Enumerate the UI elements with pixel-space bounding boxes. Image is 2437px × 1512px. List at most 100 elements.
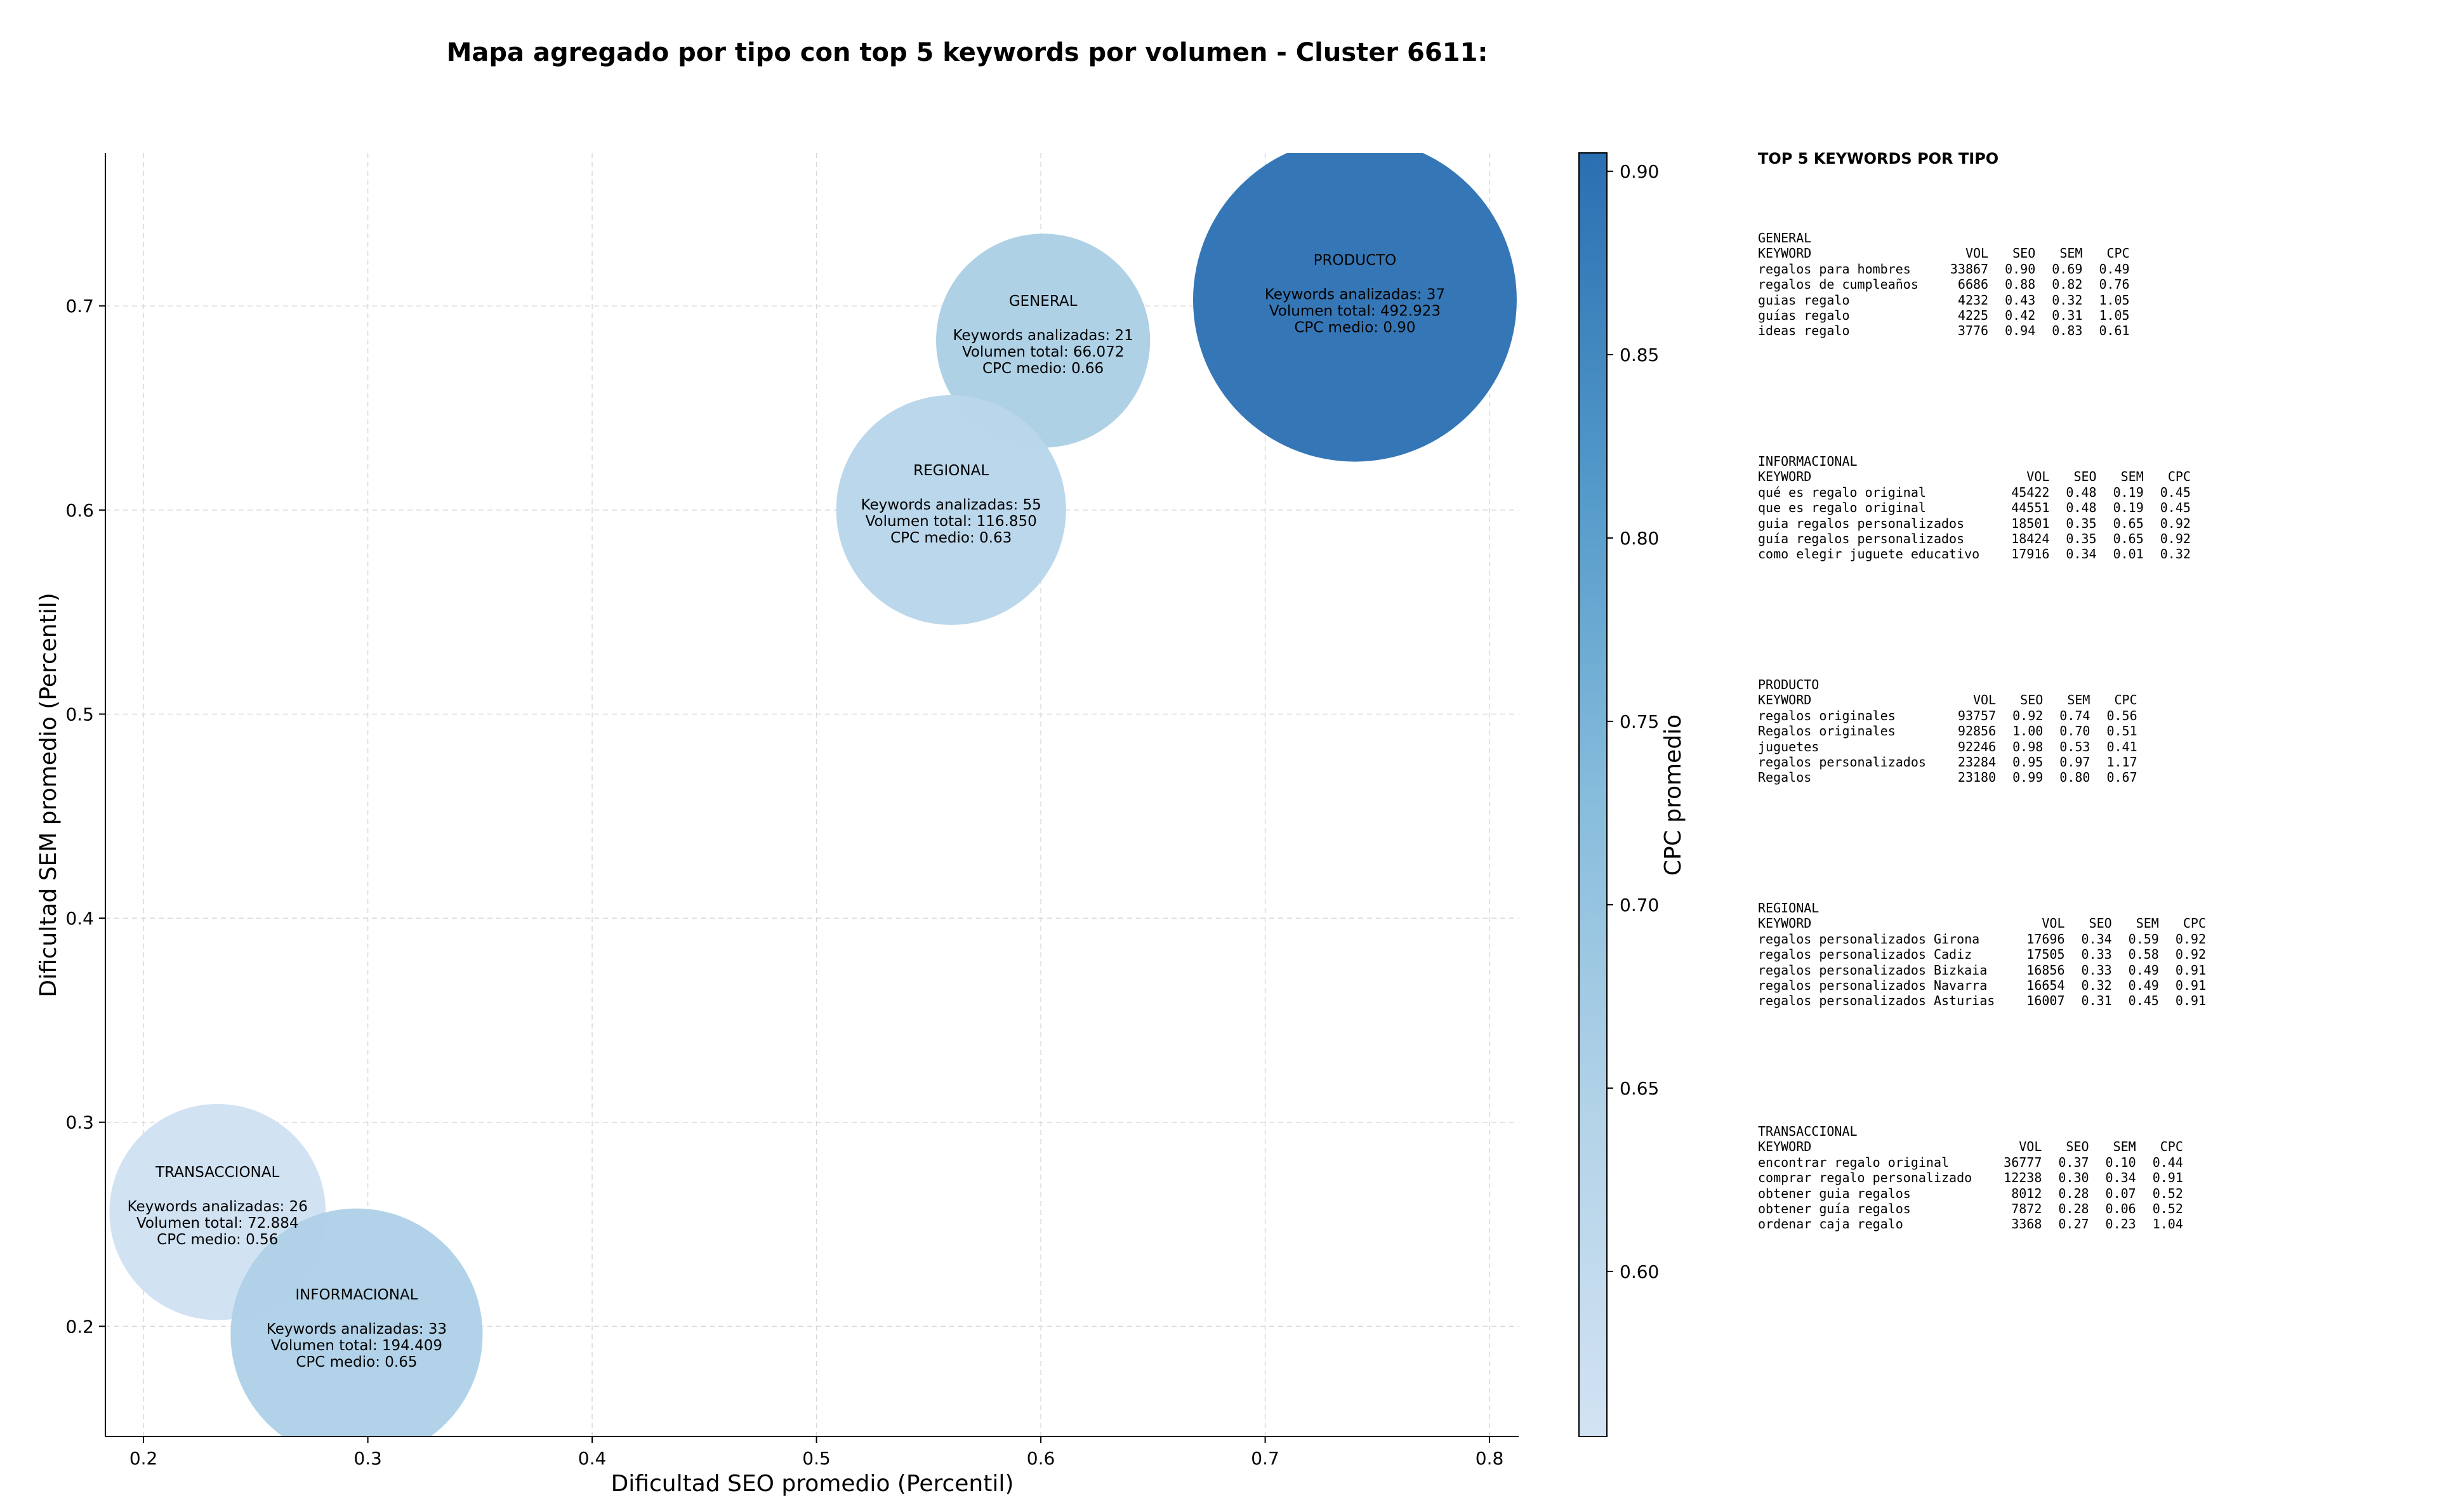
colorbar-tick-label: 0.65 (1620, 1078, 1659, 1099)
table-cell: 23284 (1957, 754, 1997, 770)
table-cell: 0.10 (2105, 1154, 2136, 1170)
table-cell: qué es regalo original (1758, 484, 1926, 500)
table-cell: 0.30 (2058, 1170, 2089, 1186)
table-cell: 0.07 (2105, 1185, 2136, 1201)
table-cell: 0.42 (2005, 308, 2036, 324)
table-cell: 92856 (1957, 723, 1997, 739)
table-cell: 0.48 (2066, 500, 2097, 516)
column-header: VOL (2042, 916, 2065, 931)
bubble-label-producto-line1: Keywords analizadas: 37 (1265, 287, 1445, 303)
table-cell: 0.59 (2128, 931, 2159, 947)
table-cell: 0.37 (2058, 1154, 2089, 1170)
column-header: KEYWORD (1758, 916, 1812, 931)
x-tick-label: 0.2 (129, 1448, 158, 1469)
table-cell: 0.52 (2152, 1185, 2183, 1201)
y-tick-label: 0.6 (65, 500, 94, 521)
colorbar-ticks: 0.60 0.65 0.70 0.75 0.80 0.85 0.90 (1607, 161, 1659, 1282)
table-cell: regalos personalizados Asturias (1758, 993, 1995, 1009)
keyword-group-regional: REGIONAL KEYWORD VOL SEO SEM CPC regalos perso… (1758, 900, 2206, 1009)
table-cell: 0.67 (2106, 770, 2137, 786)
table-cell: 0.92 (2175, 931, 2207, 947)
table-cell: 0.70 (2059, 723, 2090, 739)
colorbar-tick-label: 0.75 (1620, 711, 1659, 732)
table-cell: 0.61 (2099, 323, 2130, 339)
table-cell: 0.91 (2175, 962, 2207, 978)
bubble-label-general-line2: Volumen total: 66.072 (962, 344, 1125, 360)
bubble-label-transaccional-line1: Keywords analizadas: 26 (128, 1199, 308, 1215)
x-tick-label: 0.7 (1251, 1448, 1279, 1469)
table-cell: 0.32 (2052, 292, 2083, 308)
table-cell: 36777 (2004, 1154, 2042, 1170)
keyword-group-type: PRODUCTO (1758, 677, 1819, 692)
table-cell: 1.05 (2099, 292, 2130, 308)
x-tick-label: 0.5 (802, 1448, 831, 1469)
column-header: CPC (2167, 469, 2191, 485)
column-header: SEM (2059, 246, 2083, 261)
y-tick-label: 0.2 (65, 1316, 94, 1337)
bubble-label-general-name: GENERAL (1009, 293, 1078, 310)
table-cell: Regalos (1758, 770, 1812, 786)
keyword-table: KEYWORD VOL SEO SEM CPC qué es regalo origina… (1758, 469, 2191, 562)
table-cell: 0.34 (2105, 1170, 2136, 1186)
bubble-label-informacional-name: INFORMACIONAL (295, 1287, 418, 1303)
table-cell: 0.65 (2113, 531, 2144, 547)
bubble-label-regional-line2: Volumen total: 116.850 (866, 513, 1037, 530)
bubble-label-general-line1: Keywords analizadas: 21 (953, 327, 1133, 344)
bubble-label-transaccional-name: TRANSACCIONAL (155, 1164, 279, 1181)
column-header: SEO (2012, 246, 2036, 261)
ticks: 0.2 0.3 0.4 0.5 0.6 0.7 0.8 0.2 0.3 0.4 0.5 0.6 0.7 (65, 296, 1503, 1469)
table-cell: guia regalos personalizados (1758, 515, 1965, 531)
table-row: regalos originales 93757 0.92 0.74 0.56 (1758, 708, 2137, 723)
table-row: guías regalo 4225 0.42 0.31 1.05 (1758, 308, 2130, 323)
table-cell: obtener guia regalos (1758, 1185, 1911, 1201)
table-cell: regalos personalizados (1758, 754, 1926, 770)
table-row: ideas regalo 3776 0.94 0.83 0.61 (1758, 323, 2130, 338)
table-row: regalos personalizados Bizkaia 16856 0.33 0… (1758, 963, 2206, 978)
table-cell: 0.32 (2081, 978, 2112, 994)
keywords-panel: TOP 5 KEYWORDS POR TIPO GENERAL KEYWORD VO… (1758, 151, 2418, 1293)
table-cell: 0.31 (2052, 308, 2083, 324)
colorbar-tick-label: 0.85 (1620, 345, 1659, 365)
table-row: encontrar regalo original 36777 0.37 0.10 0.… (1758, 1155, 2183, 1170)
y-tick-label: 0.3 (65, 1112, 94, 1133)
column-header: KEYWORD (1758, 1139, 1812, 1155)
table-cell: 0.41 (2106, 739, 2137, 754)
table-row: qué es regalo original 45422 0.48 0.19 0.45 (1758, 485, 2191, 500)
bubble-informacional (230, 1208, 483, 1436)
column-header: VOL (1973, 692, 1997, 708)
table-cell: regalos personalizados Girona (1758, 931, 1980, 947)
table-cell: regalos originales (1758, 707, 1896, 723)
table-row: regalos personalizados Girona 17696 0.34 0.… (1758, 931, 2206, 947)
table-cell: como elegir juguete educativo (1758, 546, 1980, 562)
keyword-table: KEYWORD VOL SEO SEM CPC encontrar regalo orig… (1758, 1139, 2183, 1232)
table-cell: 92246 (1957, 739, 1997, 754)
table-cell: 16856 (2026, 962, 2065, 978)
colorbar-tick-label: 0.80 (1620, 528, 1659, 549)
keyword-table-header: KEYWORD VOL SEO SEM CPC (1758, 469, 2191, 484)
table-cell: guias regalo (1758, 292, 1850, 308)
bubble-label-transaccional-line2: Volumen total: 72.884 (136, 1215, 299, 1232)
table-cell: 8012 (2011, 1185, 2042, 1201)
table-cell: regalos personalizados Bizkaia (1758, 962, 1988, 978)
table-cell: 33867 (1950, 261, 1989, 277)
bubble-label-producto-line3: CPC medio: 0.90 (1294, 320, 1415, 336)
colorbar-tick-label: 0.60 (1620, 1261, 1659, 1282)
bubble-general (936, 233, 1151, 448)
table-cell: comprar regalo personalizado (1758, 1170, 1972, 1186)
table-cell: 0.35 (2066, 531, 2097, 547)
chart-title: Mapa agregado por tipo con top 5 keyword… (447, 38, 1488, 67)
keyword-table: KEYWORD VOL SEO SEM CPC regalos personalizado… (1758, 916, 2206, 1008)
table-cell: 16654 (2026, 978, 2065, 994)
column-header: VOL (1965, 246, 1989, 261)
table-cell: 0.34 (2066, 546, 2097, 562)
keyword-table-header: KEYWORD VOL SEO SEM CPC (1758, 692, 2137, 707)
table-cell: 0.45 (2160, 484, 2191, 500)
table-cell: Regalos originales (1758, 723, 1896, 739)
table-cell: 0.45 (2128, 993, 2159, 1009)
column-header: KEYWORD (1758, 692, 1812, 708)
table-cell: 0.80 (2059, 770, 2090, 786)
column-header: SEM (2067, 692, 2090, 708)
table-cell: 0.48 (2066, 484, 2097, 500)
table-cell: 45422 (2011, 484, 2050, 500)
